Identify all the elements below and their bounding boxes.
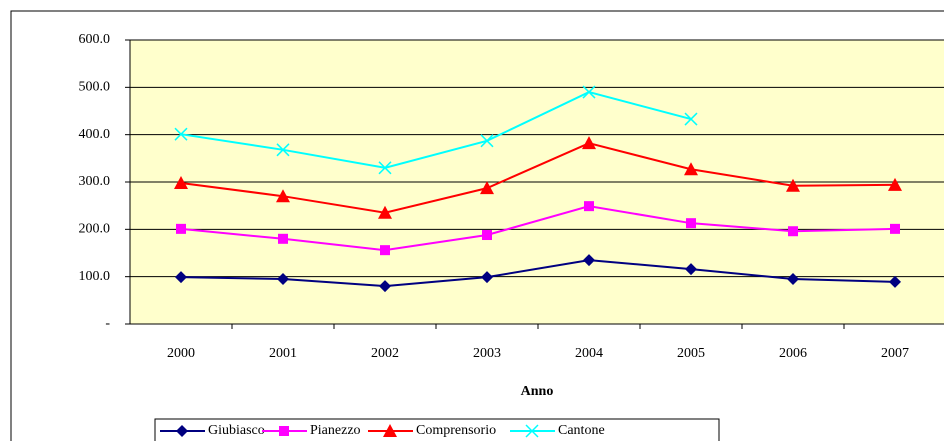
marker bbox=[584, 201, 594, 212]
marker bbox=[684, 112, 698, 126]
x-tick-label: 2005 bbox=[677, 346, 705, 361]
marker bbox=[787, 273, 799, 286]
marker bbox=[378, 161, 392, 175]
marker bbox=[276, 143, 290, 157]
marker bbox=[175, 271, 187, 284]
marker bbox=[279, 426, 289, 436]
marker bbox=[176, 223, 186, 234]
marker bbox=[380, 245, 390, 256]
legend-label: Pianezzo bbox=[310, 423, 361, 438]
y-tick-label: 400.0 bbox=[79, 127, 111, 142]
marker bbox=[684, 162, 698, 176]
marker bbox=[383, 424, 397, 437]
legend-label: Comprensorio bbox=[416, 423, 496, 438]
legend-label: Cantone bbox=[558, 423, 605, 438]
series-line bbox=[180, 142, 896, 214]
marker bbox=[888, 177, 902, 191]
marker bbox=[686, 218, 696, 229]
y-tick-label: 500.0 bbox=[79, 80, 111, 95]
marker bbox=[278, 233, 288, 244]
marker bbox=[685, 263, 697, 276]
marker bbox=[786, 178, 800, 192]
marker bbox=[174, 127, 188, 141]
marker bbox=[482, 230, 492, 241]
y-tick-label: 100.0 bbox=[79, 269, 111, 284]
marker bbox=[480, 134, 494, 148]
y-tick-label: 300.0 bbox=[79, 174, 111, 189]
y-tick-label: 200.0 bbox=[79, 222, 111, 237]
x-tick-label: 2000 bbox=[167, 346, 195, 361]
marker bbox=[890, 223, 900, 234]
marker bbox=[788, 226, 798, 237]
series-line bbox=[180, 259, 896, 288]
marker bbox=[176, 425, 188, 437]
marker bbox=[379, 280, 391, 293]
x-tick-label: 2004 bbox=[575, 346, 603, 361]
series-line bbox=[180, 91, 692, 169]
legend-label: Giubiasco bbox=[208, 423, 265, 438]
marker bbox=[889, 275, 901, 288]
marker bbox=[276, 189, 290, 203]
marker bbox=[582, 85, 596, 99]
marker bbox=[582, 136, 596, 150]
x-tick-label: 2006 bbox=[779, 346, 807, 361]
marker bbox=[480, 181, 494, 195]
marker bbox=[481, 271, 493, 284]
y-tick-label: 600.0 bbox=[79, 32, 111, 47]
x-tick-label: 2002 bbox=[371, 346, 399, 361]
legend-box bbox=[154, 418, 720, 441]
marker bbox=[277, 273, 289, 286]
x-axis-title: Anno bbox=[521, 384, 554, 399]
x-tick-label: 2003 bbox=[473, 346, 501, 361]
marker bbox=[174, 175, 188, 189]
marker bbox=[525, 424, 539, 438]
y-tick-label: - bbox=[105, 316, 110, 331]
x-tick-label: 2001 bbox=[269, 346, 297, 361]
marker bbox=[583, 254, 595, 267]
series-line bbox=[180, 205, 896, 252]
marker bbox=[378, 205, 392, 219]
x-tick-label: 2007 bbox=[881, 346, 909, 361]
